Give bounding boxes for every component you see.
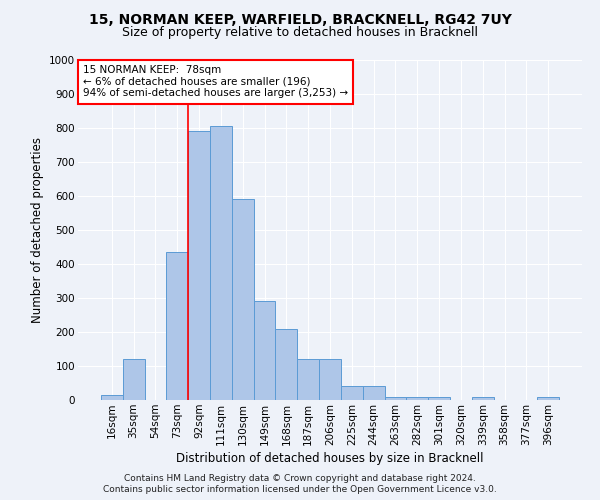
Text: Contains HM Land Registry data © Crown copyright and database right 2024.
Contai: Contains HM Land Registry data © Crown c… [103, 474, 497, 494]
X-axis label: Distribution of detached houses by size in Bracknell: Distribution of detached houses by size … [176, 452, 484, 465]
Bar [166, 252, 188, 400]
Bar [275, 328, 297, 400]
Y-axis label: Number of detached properties: Number of detached properties [31, 137, 44, 323]
Bar [123, 359, 145, 400]
Bar [254, 302, 275, 400]
Bar [210, 126, 232, 400]
Text: 15, NORMAN KEEP, WARFIELD, BRACKNELL, RG42 7UY: 15, NORMAN KEEP, WARFIELD, BRACKNELL, RG… [89, 12, 511, 26]
Bar [385, 396, 406, 400]
Bar [428, 396, 450, 400]
Bar [188, 132, 210, 400]
Bar [406, 398, 428, 400]
Text: 15 NORMAN KEEP:  78sqm
← 6% of detached houses are smaller (196)
94% of semi-det: 15 NORMAN KEEP: 78sqm ← 6% of detached h… [83, 65, 348, 98]
Bar [537, 398, 559, 400]
Bar [363, 386, 385, 400]
Bar [472, 398, 494, 400]
Bar [101, 395, 123, 400]
Bar [232, 200, 254, 400]
Text: Size of property relative to detached houses in Bracknell: Size of property relative to detached ho… [122, 26, 478, 39]
Bar [297, 359, 319, 400]
Bar [341, 386, 363, 400]
Bar [319, 359, 341, 400]
